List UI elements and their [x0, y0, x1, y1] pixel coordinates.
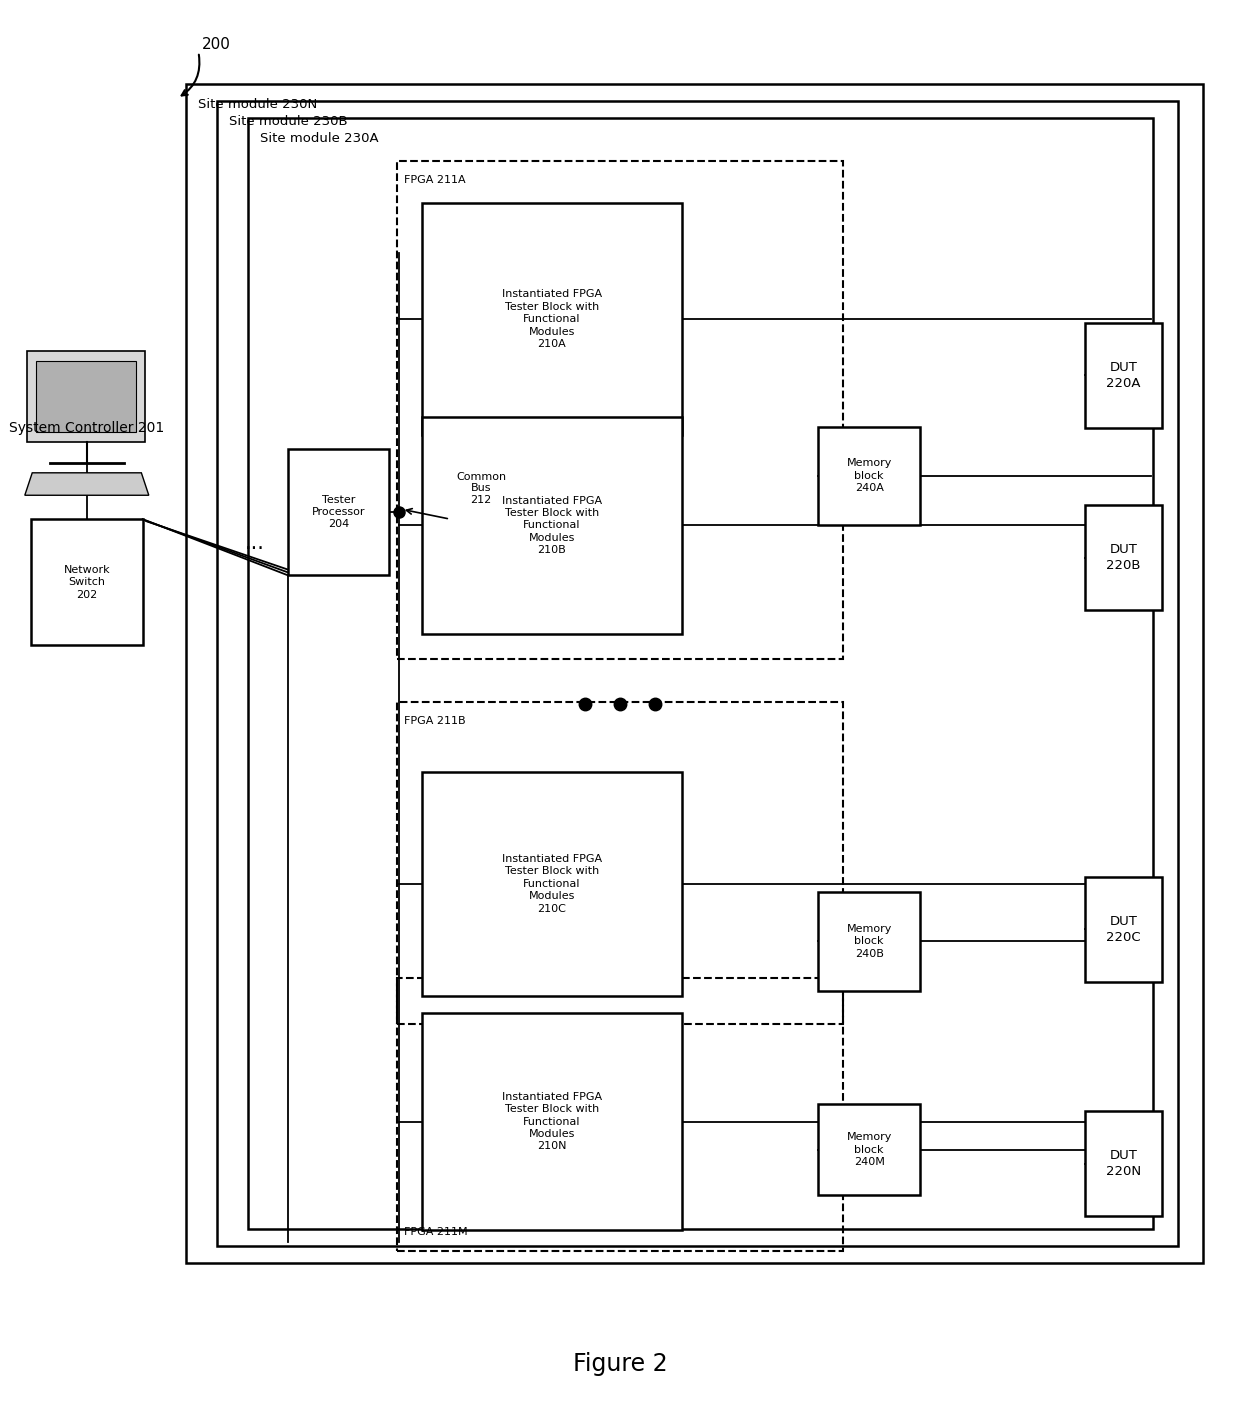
- Bar: [31, 519, 143, 645]
- Bar: [397, 161, 843, 659]
- Text: Memory
block
240B: Memory block 240B: [847, 925, 892, 958]
- Bar: [818, 1104, 920, 1195]
- Bar: [818, 892, 920, 991]
- Bar: [397, 978, 843, 1251]
- Bar: [422, 1013, 682, 1230]
- Text: 200: 200: [202, 38, 231, 52]
- Text: Instantiated FPGA
Tester Block with
Functional
Modules
210C: Instantiated FPGA Tester Block with Func…: [502, 854, 601, 913]
- Text: Memory
block
240M: Memory block 240M: [847, 1132, 892, 1167]
- Bar: [36, 361, 136, 432]
- Bar: [27, 351, 145, 442]
- Bar: [422, 417, 682, 634]
- Text: Memory
block
240A: Memory block 240A: [847, 459, 892, 492]
- Bar: [186, 84, 1203, 1263]
- Polygon shape: [25, 473, 149, 495]
- Text: Site module 230N: Site module 230N: [198, 98, 317, 111]
- Text: DUT
220N: DUT 220N: [1106, 1149, 1141, 1179]
- Bar: [422, 203, 682, 435]
- Text: DUT
220C: DUT 220C: [1106, 915, 1141, 944]
- Text: Site module 230B: Site module 230B: [229, 115, 348, 128]
- Bar: [217, 101, 1178, 1246]
- Text: System Controller 201: System Controller 201: [9, 421, 165, 435]
- Bar: [288, 449, 389, 575]
- Bar: [422, 772, 682, 996]
- Text: Tester
Processor
204: Tester Processor 204: [311, 495, 366, 529]
- Text: Site module 230A: Site module 230A: [260, 132, 379, 145]
- Bar: [1085, 323, 1162, 428]
- Text: Network
Switch
202: Network Switch 202: [63, 565, 110, 599]
- Text: FPGA 211A: FPGA 211A: [404, 175, 466, 185]
- Text: Instantiated FPGA
Tester Block with
Functional
Modules
210A: Instantiated FPGA Tester Block with Func…: [502, 289, 601, 349]
- Text: Instantiated FPGA
Tester Block with
Functional
Modules
210B: Instantiated FPGA Tester Block with Func…: [502, 495, 601, 556]
- Bar: [397, 702, 843, 1024]
- Text: ...: ...: [244, 533, 264, 553]
- Text: Instantiated FPGA
Tester Block with
Functional
Modules
210N: Instantiated FPGA Tester Block with Func…: [502, 1092, 601, 1152]
- Text: Common
Bus
212: Common Bus 212: [456, 471, 506, 505]
- Bar: [1085, 1111, 1162, 1216]
- Bar: [248, 118, 1153, 1229]
- Bar: [818, 427, 920, 525]
- Text: Figure 2: Figure 2: [573, 1351, 667, 1376]
- Text: DUT
220B: DUT 220B: [1106, 543, 1141, 572]
- Bar: [1085, 877, 1162, 982]
- Bar: [1085, 505, 1162, 610]
- Text: FPGA 211M: FPGA 211M: [404, 1228, 467, 1237]
- Text: DUT
220A: DUT 220A: [1106, 361, 1141, 390]
- Text: FPGA 211B: FPGA 211B: [404, 716, 466, 725]
